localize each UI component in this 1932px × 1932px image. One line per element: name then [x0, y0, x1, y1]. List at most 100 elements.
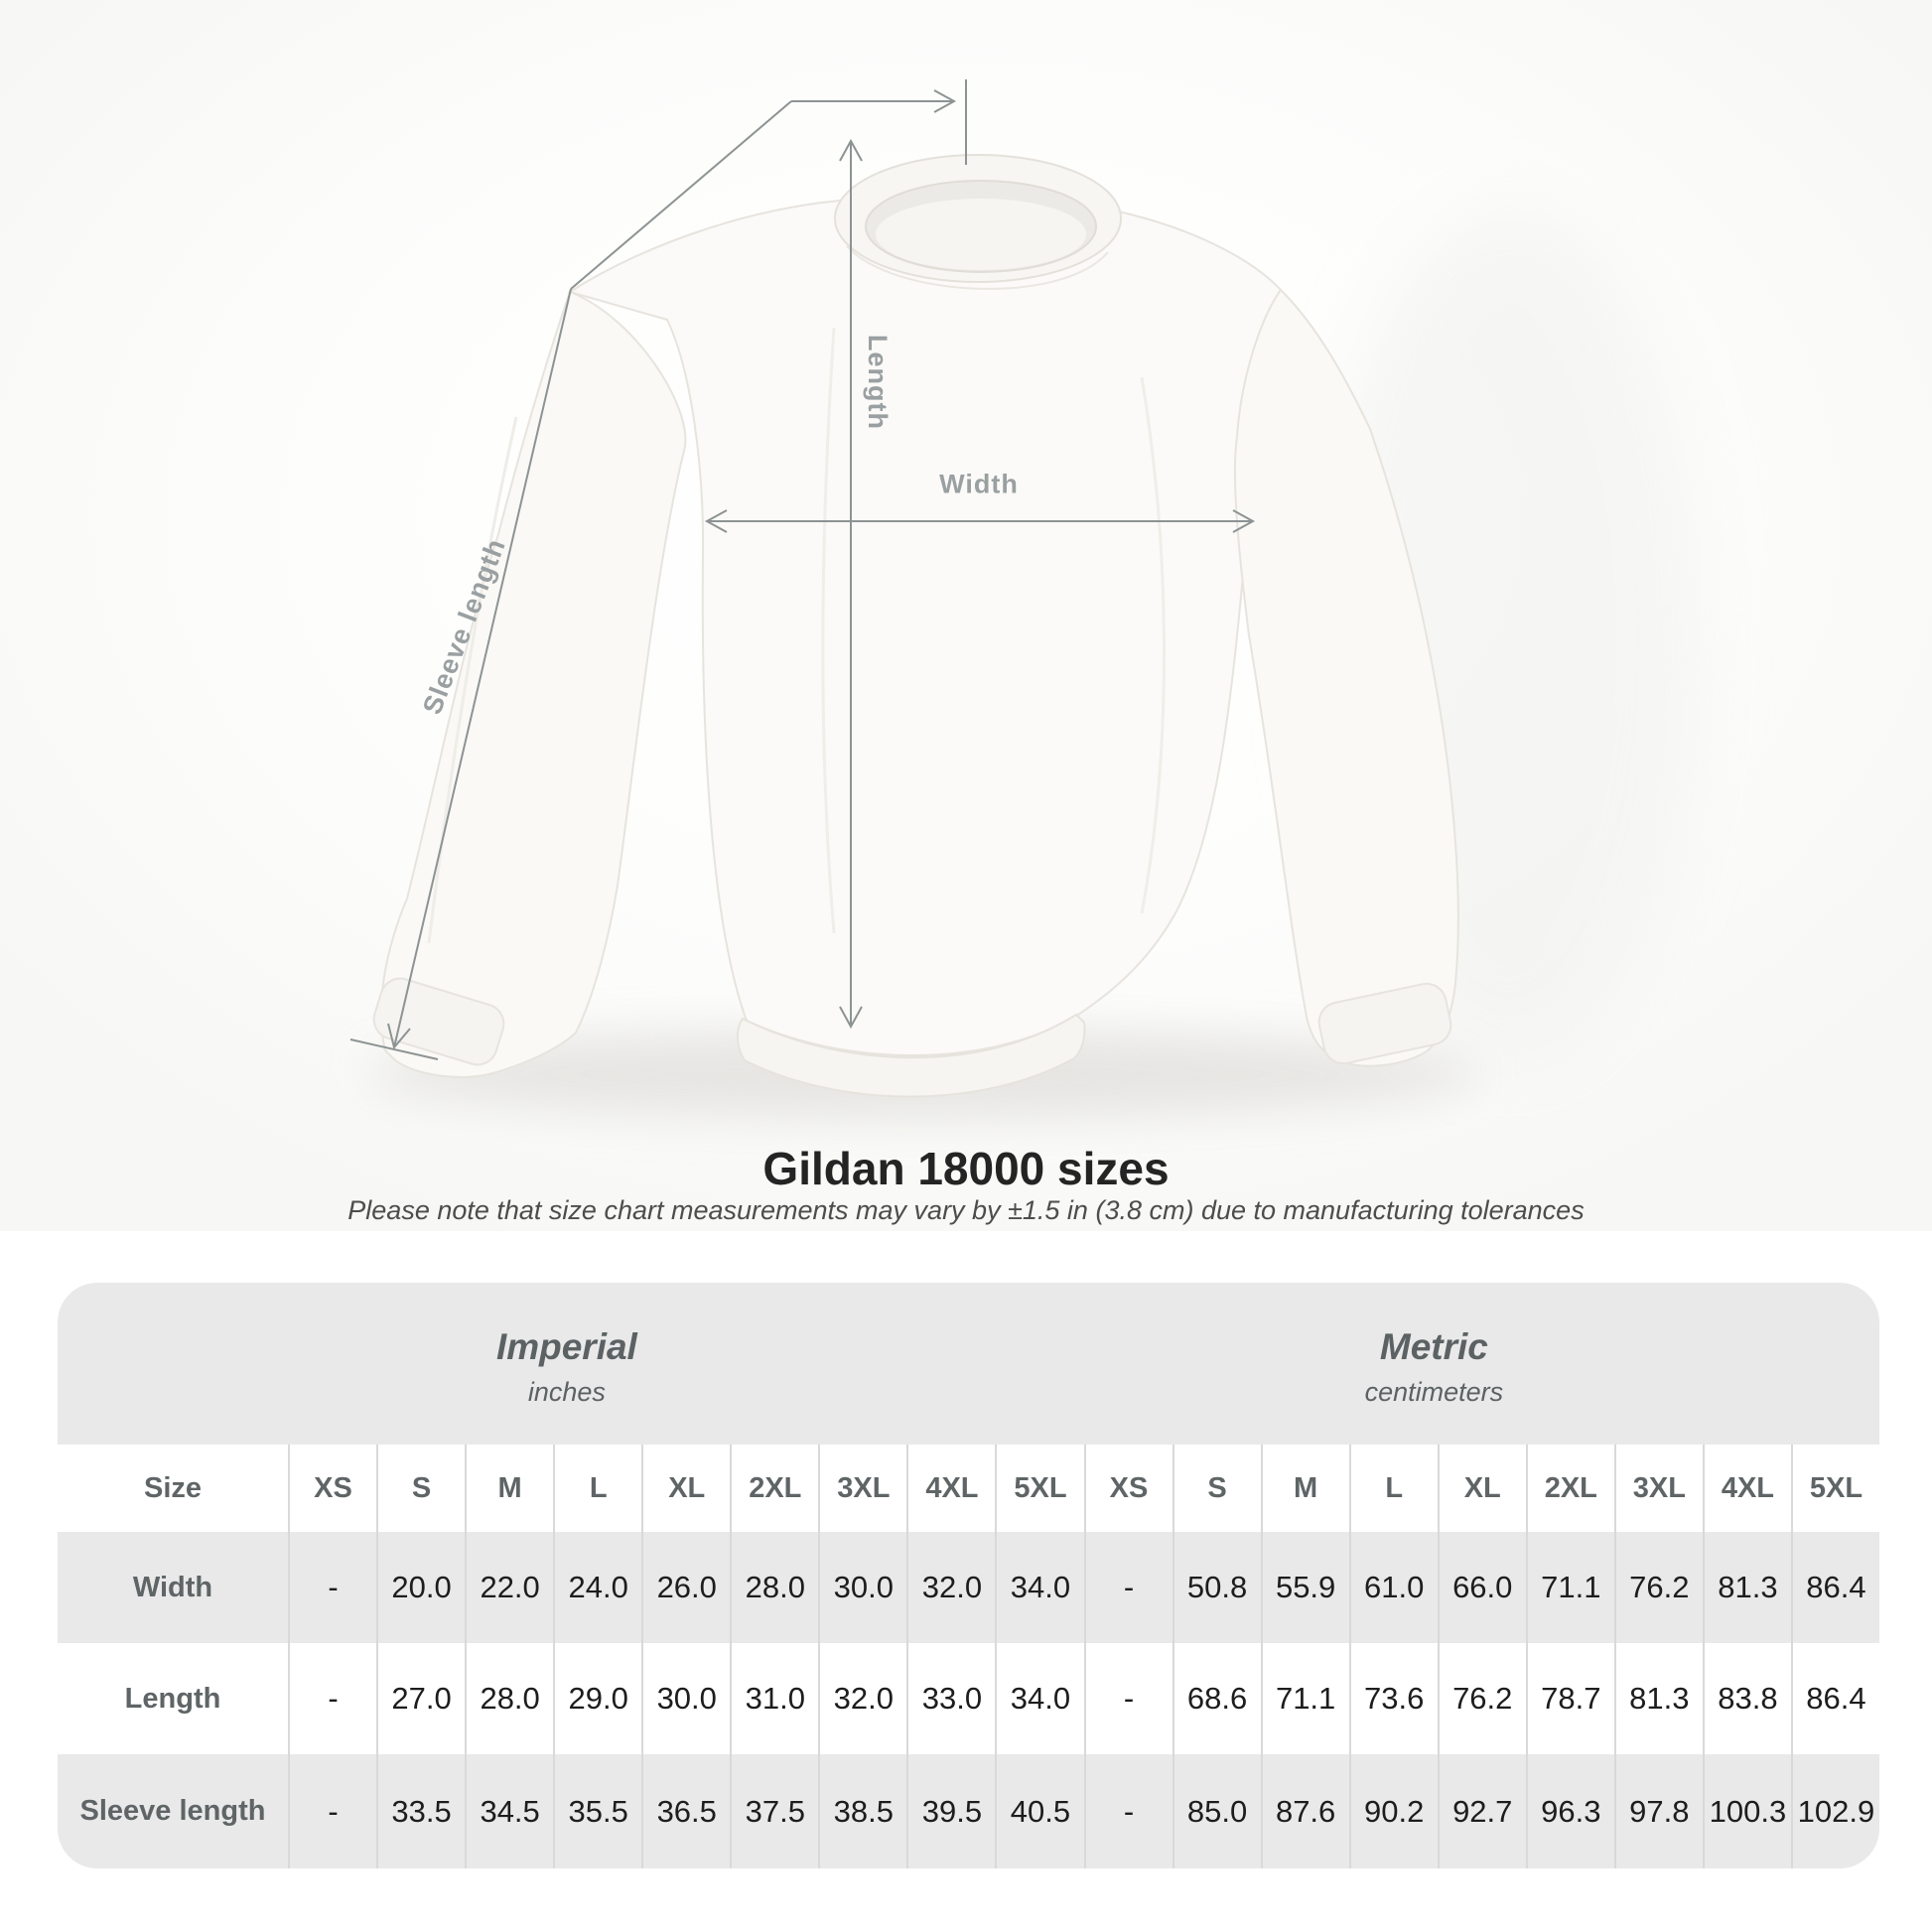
value-cell: -: [288, 1754, 376, 1868]
value-cell: 26.0: [641, 1532, 730, 1643]
arrowhead-cuff-icon: [387, 1023, 411, 1050]
value-cell: 28.0: [465, 1643, 553, 1754]
value-cell: 22.0: [465, 1532, 553, 1643]
size-col-header: M: [465, 1445, 553, 1532]
value-cell: 86.4: [1790, 1532, 1879, 1643]
value-cell: 33.5: [376, 1754, 465, 1868]
width-dimension-label: Width: [939, 469, 1019, 499]
dimension-lines: [349, 79, 1256, 1060]
size-col-header: 5XL: [1790, 1445, 1879, 1532]
sleeve-dimension-diagonal-upper: [570, 100, 792, 290]
value-cell: 73.6: [1348, 1643, 1438, 1754]
value-cell: 100.3: [1702, 1754, 1791, 1868]
size-header-row: Size XS S M L XL 2XL 3XL 4XL 5XL XS S M …: [58, 1445, 1879, 1532]
size-col-header: XS: [1083, 1445, 1173, 1532]
sleeve-tick-cuff: [349, 1038, 439, 1060]
value-cell: 83.8: [1702, 1643, 1791, 1754]
collar-back-fabric: [876, 199, 1086, 270]
unit-group-header-row: Imperial inches Metric centimeters: [58, 1283, 1879, 1445]
arrowhead-down-icon: [839, 1006, 863, 1030]
sweatshirt-right-cuff: [1317, 982, 1452, 1065]
corner-header: Size: [143, 1471, 203, 1504]
size-col-header: L: [1348, 1445, 1438, 1532]
imperial-label: Imperial: [495, 1325, 637, 1367]
value-cell: 78.7: [1525, 1643, 1614, 1754]
value-cell: 85.0: [1172, 1754, 1261, 1868]
value-cell: 68.6: [1172, 1643, 1261, 1754]
arrowhead-right-icon: [933, 89, 957, 113]
value-cell: 27.0: [376, 1643, 465, 1754]
value-cell: 92.7: [1437, 1754, 1526, 1868]
fold-line: [821, 327, 836, 934]
sleeve-dimension-diagonal-lower: [393, 288, 572, 1048]
size-col-header: L: [553, 1445, 641, 1532]
value-cell: 29.0: [553, 1643, 641, 1754]
value-cell: -: [288, 1643, 376, 1754]
size-col-header: XS: [288, 1445, 376, 1532]
value-cell: 76.2: [1437, 1643, 1526, 1754]
sweatshirt-right-sleeve: [1233, 288, 1459, 1067]
value-cell: 90.2: [1348, 1754, 1438, 1868]
size-col-header: 3XL: [818, 1445, 906, 1532]
value-cell: 102.9: [1790, 1754, 1879, 1868]
value-cell: -: [1083, 1532, 1173, 1643]
value-cell: 50.8: [1172, 1532, 1261, 1643]
value-cell: 24.0: [553, 1532, 641, 1643]
value-cell: 28.0: [730, 1532, 818, 1643]
collar-seam: [846, 245, 1109, 290]
value-cell: 34.0: [995, 1643, 1083, 1754]
size-col-header: XL: [641, 1445, 730, 1532]
value-cell: 71.1: [1525, 1532, 1614, 1643]
table-row-sleeve-length: Sleeve length - 33.5 34.5 35.5 36.5 37.5…: [58, 1754, 1879, 1868]
value-cell: 37.5: [730, 1754, 818, 1868]
sweatshirt-left-cuff: [372, 977, 505, 1066]
value-cell: 20.0: [376, 1532, 465, 1643]
row-label: Sleeve length: [79, 1795, 266, 1827]
tolerance-note: Please note that size chart measurements…: [347, 1195, 1585, 1225]
value-cell: 39.5: [906, 1754, 995, 1868]
value-cell: 34.0: [995, 1532, 1083, 1643]
value-cell: 55.9: [1260, 1532, 1349, 1643]
value-cell: 81.3: [1613, 1643, 1703, 1754]
value-cell: 96.3: [1525, 1754, 1614, 1868]
value-cell: 32.0: [818, 1643, 906, 1754]
row-label: Width: [132, 1571, 213, 1603]
size-col-header: 3XL: [1613, 1445, 1703, 1532]
row-label: Length: [124, 1682, 221, 1715]
size-col-header: 4XL: [1702, 1445, 1791, 1532]
value-cell: 86.4: [1790, 1643, 1879, 1754]
size-col-header: S: [376, 1445, 465, 1532]
value-cell: 81.3: [1702, 1532, 1791, 1643]
size-col-header: 5XL: [995, 1445, 1083, 1532]
value-cell: 35.5: [553, 1754, 641, 1868]
page-title: Gildan 18000 sizes: [762, 1143, 1170, 1194]
value-cell: 31.0: [730, 1643, 818, 1754]
metric-label: Metric: [1379, 1325, 1488, 1367]
arrowhead-right-icon: [1232, 509, 1256, 533]
value-cell: 36.5: [641, 1754, 730, 1868]
metric-group-header: Metric centimeters: [1003, 1283, 1865, 1445]
sweatshirt-illustration: [349, 79, 1698, 1120]
value-cell: 71.1: [1260, 1643, 1349, 1754]
arrowhead-left-icon: [704, 509, 728, 533]
value-cell: -: [288, 1532, 376, 1643]
sweatshirt-torso: [567, 193, 1283, 1056]
imperial-group-header: Imperial inches: [87, 1283, 1046, 1445]
size-col-header: 2XL: [1525, 1445, 1614, 1532]
imperial-unit: inches: [527, 1376, 606, 1407]
value-cell: 34.5: [465, 1754, 553, 1868]
value-cell: 30.0: [818, 1532, 906, 1643]
value-cell: -: [1083, 1643, 1173, 1754]
metric-unit: centimeters: [1364, 1376, 1504, 1407]
fold-line: [427, 416, 518, 944]
size-col-header: 4XL: [906, 1445, 995, 1532]
value-cell: -: [1083, 1754, 1173, 1868]
value-cell: 61.0: [1348, 1532, 1438, 1643]
size-table: Imperial inches Metric centimeters Size …: [58, 1283, 1879, 1868]
length-dimension-label: Length: [863, 335, 893, 430]
size-col-header: 2XL: [730, 1445, 818, 1532]
table-row-width: Width - 20.0 22.0 24.0 26.0 28.0 30.0 32…: [58, 1532, 1879, 1643]
sweatshirt-hem-band: [737, 1013, 1086, 1098]
size-col-header: XL: [1437, 1445, 1526, 1532]
